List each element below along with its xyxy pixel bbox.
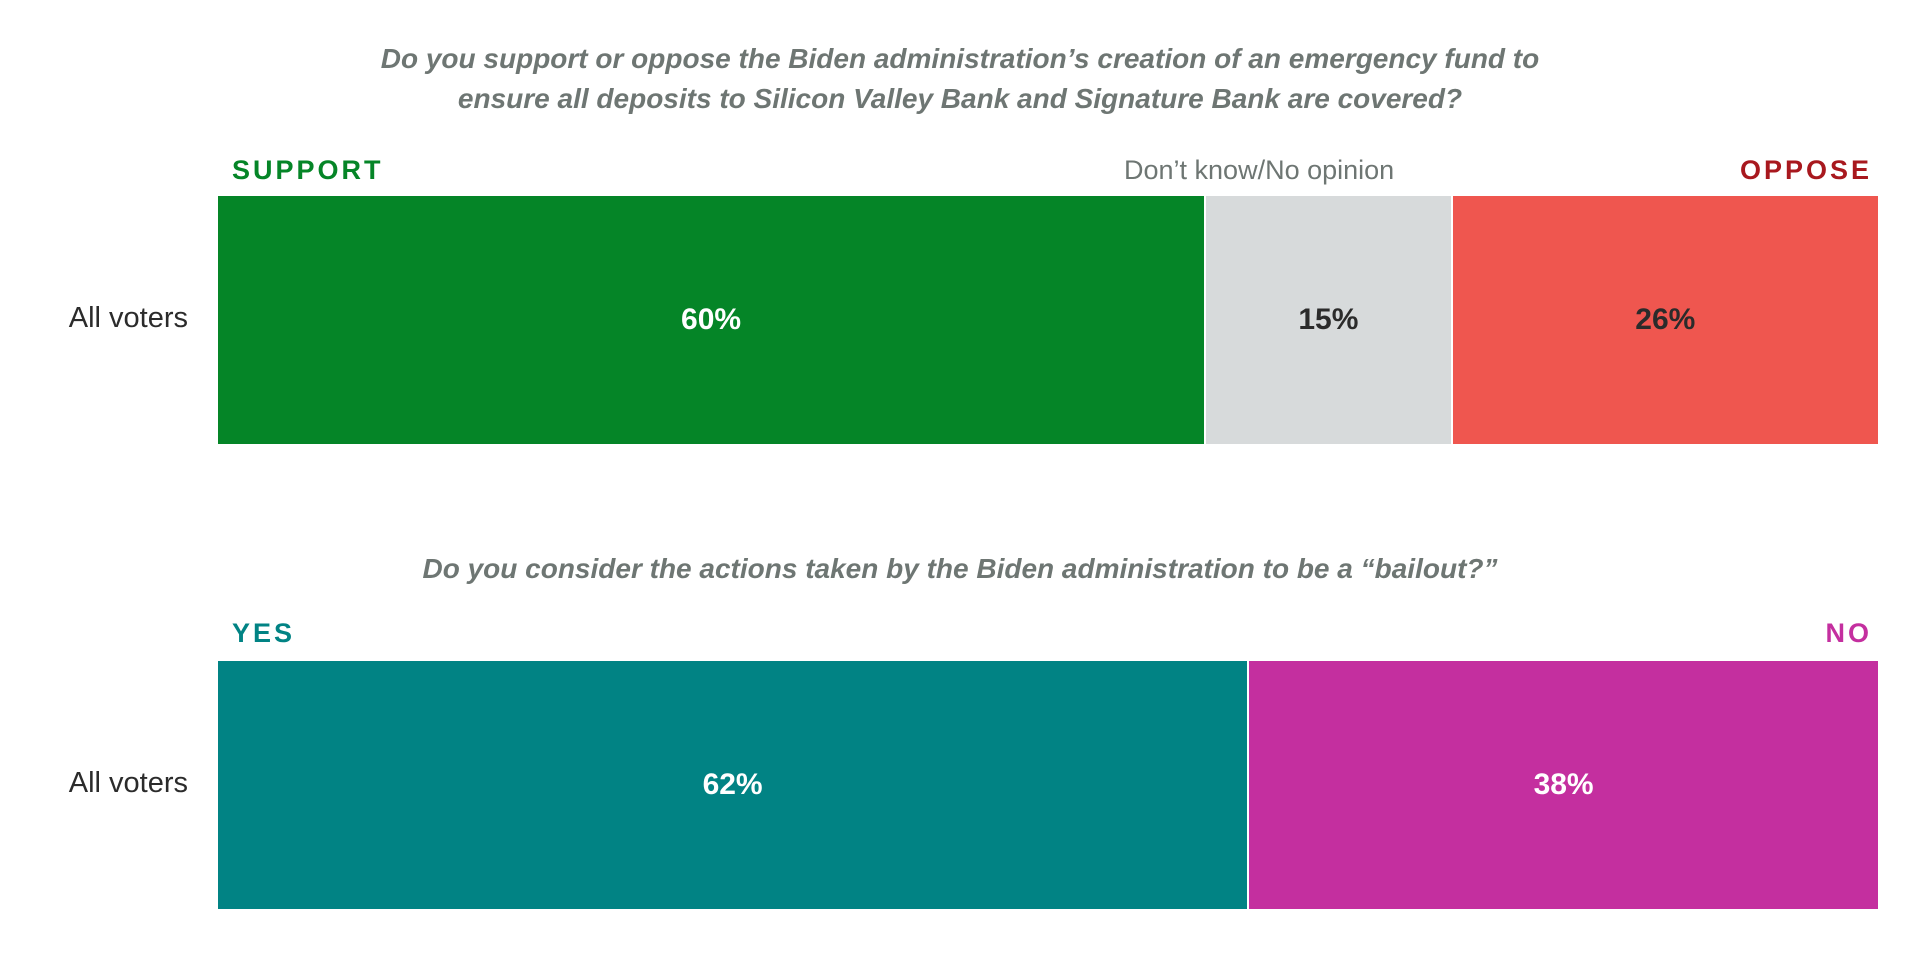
data-label: 26% <box>1635 303 1696 336</box>
bar-segment-oppose: 26% <box>1450 196 1878 444</box>
chart-2-title: Do you consider the actions taken by the… <box>200 549 1720 589</box>
bar-segment-support: 60% <box>218 196 1205 444</box>
chart-2-stacked-bar: 62% 38% <box>218 661 1878 909</box>
chart-1-title-line-2: ensure all deposits to Silicon Valley Ba… <box>457 83 1463 114</box>
chart-1-stacked-bar: 60% 15% 26% <box>218 196 1878 444</box>
legend-label-no: NO <box>1825 618 1872 648</box>
legend-label-yes: YES <box>232 618 296 648</box>
bar-segment-no: 38% <box>1247 661 1878 909</box>
data-label: 38% <box>1533 768 1594 801</box>
chart-1-title: Do you support or oppose the Biden admin… <box>200 39 1720 119</box>
chart-1-title-line-1: Do you support or oppose the Biden admin… <box>380 43 1540 74</box>
chart-2-title-line-1: Do you consider the actions taken by the… <box>422 553 1498 584</box>
data-label: 60% <box>681 303 742 336</box>
legend-label-oppose: OPPOSE <box>1739 155 1872 185</box>
bar-segment-don-t-know-no-opinion: 15% <box>1204 196 1451 444</box>
data-label: 62% <box>702 768 763 801</box>
legend-label-dont-know: Don’t know/No opinion <box>1124 155 1395 185</box>
data-label: 15% <box>1298 303 1359 336</box>
chart-2-category-label: All voters <box>68 767 188 799</box>
bar-segment-yes: 62% <box>218 661 1248 909</box>
legend-label-support: SUPPORT <box>232 155 384 185</box>
chart-1-category-label: All voters <box>68 302 188 334</box>
